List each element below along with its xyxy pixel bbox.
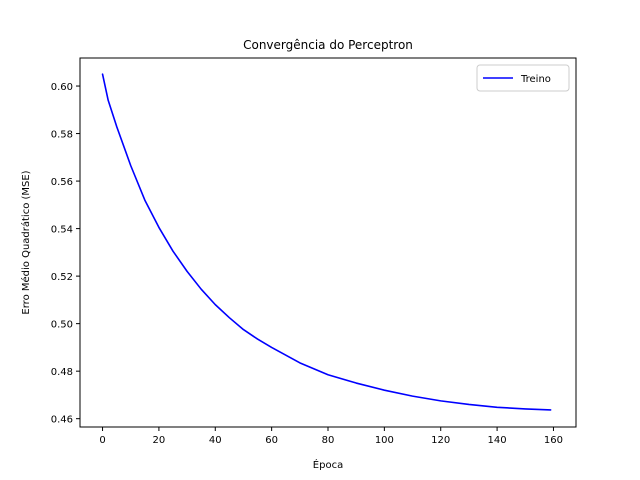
x-tick-label: 20 <box>153 435 166 446</box>
legend-label-treino: Treino <box>520 74 551 85</box>
y-tick-label: 0.52 <box>51 272 73 283</box>
x-tick-label: 140 <box>488 435 507 446</box>
y-tick-label: 0.60 <box>51 82 73 93</box>
x-tick-label: 160 <box>544 435 563 446</box>
y-tick-label: 0.56 <box>51 177 73 188</box>
y-tick-label: 0.54 <box>51 225 73 236</box>
y-tick-label: 0.46 <box>51 415 73 426</box>
x-axis-label: Época <box>313 458 343 471</box>
y-tick-label: 0.50 <box>51 320 73 331</box>
ticks: 0 20 40 60 80 100 120 140 160 0.46 0.48 0.50 0.52 0.5… <box>51 82 563 446</box>
x-tick-label: 80 <box>322 435 335 446</box>
chart-title: Convergência do Perceptron <box>243 38 413 52</box>
x-tick-label: 120 <box>431 435 450 446</box>
y-tick-label: 0.58 <box>51 130 73 141</box>
legend-frame <box>476 64 570 92</box>
y-axis-label: Erro Médio Quadrático (MSE) <box>20 170 32 314</box>
plot-frame <box>79 57 577 428</box>
legend: Treino <box>476 64 570 92</box>
x-tick-label: 60 <box>265 435 278 446</box>
series-layer <box>101 73 552 411</box>
x-tick-label: 100 <box>375 435 394 446</box>
series-line-treino <box>101 73 552 411</box>
x-tick-label: 40 <box>209 435 222 446</box>
x-tick-label: 0 <box>99 435 105 446</box>
y-tick-label: 0.48 <box>51 367 73 378</box>
